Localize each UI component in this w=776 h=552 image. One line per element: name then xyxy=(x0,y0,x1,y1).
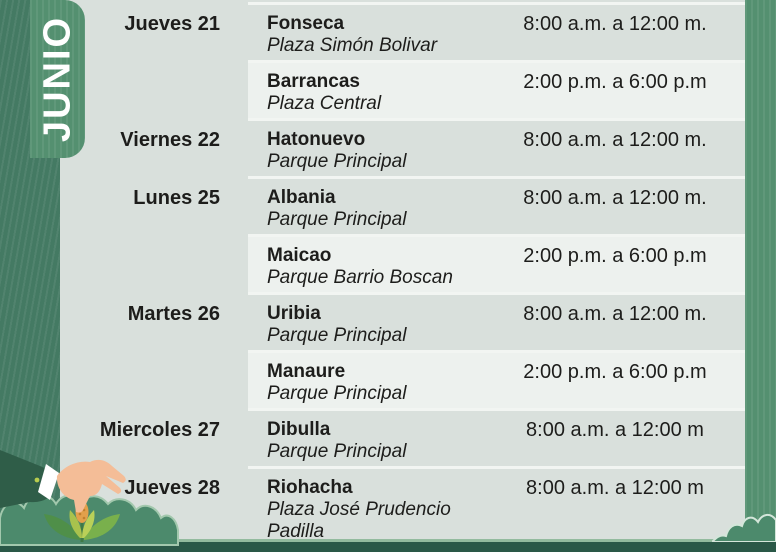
venue-name: Parque Principal xyxy=(267,441,407,462)
time-range: 8:00 a.m. a 12:00 m. xyxy=(523,13,707,35)
schedule-row: Barrancas Plaza Central 2:00 p.m. a 6:00… xyxy=(0,60,776,118)
venue-name: Plaza Central xyxy=(267,93,382,114)
row-place: Riohacha Plaza José Prudencio Padilla xyxy=(267,477,507,543)
row-band xyxy=(248,118,745,176)
schedule-row: Maicao Parque Barrio Boscan 2:00 p.m. a … xyxy=(0,234,776,292)
row-band xyxy=(248,2,745,60)
city-name: Manaure xyxy=(267,361,346,382)
time-range: 8:00 a.m. a 12:00 m xyxy=(526,419,704,441)
city-name: Riohacha xyxy=(267,477,353,498)
row-place: Hatonuevo Parque Principal xyxy=(267,129,507,173)
schedule-row: Jueves 28 Riohacha Plaza José Prudencio … xyxy=(0,466,776,542)
venue-name: Parque Barrio Boscan xyxy=(267,267,453,288)
row-band xyxy=(248,292,745,350)
city-name: Maicao xyxy=(267,245,332,266)
venue-name: Parque Principal xyxy=(267,325,407,346)
row-band xyxy=(248,350,745,408)
schedule-row: Manaure Parque Principal 2:00 p.m. a 6:0… xyxy=(0,350,776,408)
hand-planting-seed-illustration xyxy=(0,450,179,546)
schedule-row: Miercoles 27 Dibulla Parque Principal 8:… xyxy=(0,408,776,466)
schedule-row: Martes 26 Uribia Parque Principal 8:00 a… xyxy=(0,292,776,350)
row-date: Martes 26 xyxy=(127,303,220,325)
venue-name: Plaza José Prudencio Padilla xyxy=(267,499,451,542)
row-band xyxy=(248,60,745,118)
schedule-row: Jueves 21 Fonseca Plaza Simón Bolivar 8:… xyxy=(0,2,776,60)
row-date: Viernes 22 xyxy=(120,129,220,151)
time-range: 8:00 a.m. a 12:00 m. xyxy=(523,303,707,325)
row-place: Albania Parque Principal xyxy=(267,187,507,231)
time-range: 8:00 a.m. a 12:00 m. xyxy=(523,129,707,151)
row-place: Maicao Parque Barrio Boscan xyxy=(267,245,507,289)
city-name: Barrancas xyxy=(267,71,360,92)
row-date: Miercoles 27 xyxy=(99,419,220,441)
venue-name: Parque Principal xyxy=(267,209,407,230)
venue-name: Parque Principal xyxy=(267,151,407,172)
row-band xyxy=(248,234,745,292)
row-band xyxy=(248,408,745,466)
bottom-bar xyxy=(0,539,776,552)
time-range: 8:00 a.m. a 12:00 m xyxy=(526,477,704,499)
city-name: Dibulla xyxy=(267,419,331,440)
city-name: Uribia xyxy=(267,303,321,324)
time-range: 2:00 p.m. a 6:00 p.m xyxy=(523,71,707,93)
row-date: Lunes 25 xyxy=(133,187,220,209)
row-place: Fonseca Plaza Simón Bolivar xyxy=(267,13,507,57)
schedule-row: Lunes 25 Albania Parque Principal 8:00 a… xyxy=(0,176,776,234)
city-name: Hatonuevo xyxy=(267,129,366,150)
row-date: Jueves 28 xyxy=(124,477,220,499)
cuff-shape xyxy=(38,464,59,500)
schedule-table: Jueves 21 Fonseca Plaza Simón Bolivar 8:… xyxy=(0,2,776,542)
row-date: Jueves 21 xyxy=(124,13,220,35)
bush-right-illustration xyxy=(712,514,776,542)
row-place: Manaure Parque Principal xyxy=(267,361,507,405)
row-place: Uribia Parque Principal xyxy=(267,303,507,347)
right-strip xyxy=(745,0,776,552)
hand-shape xyxy=(56,459,126,513)
month-tab: JUNIO xyxy=(30,0,85,158)
row-place: Dibulla Parque Principal xyxy=(267,419,507,463)
row-place: Barrancas Plaza Central xyxy=(267,71,507,115)
month-label: JUNIO xyxy=(36,15,78,143)
time-range: 2:00 p.m. a 6:00 p.m xyxy=(523,245,707,267)
city-name: Albania xyxy=(267,187,336,208)
schedule-row: Viernes 22 Hatonuevo Parque Principal 8:… xyxy=(0,118,776,176)
row-band xyxy=(248,176,745,234)
city-name: Fonseca xyxy=(267,13,345,34)
row-band xyxy=(248,466,745,524)
time-range: 8:00 a.m. a 12:00 m. xyxy=(523,187,707,209)
venue-name: Plaza Simón Bolivar xyxy=(267,35,438,56)
time-range: 2:00 p.m. a 6:00 p.m xyxy=(523,361,707,383)
venue-name: Parque Principal xyxy=(267,383,407,404)
